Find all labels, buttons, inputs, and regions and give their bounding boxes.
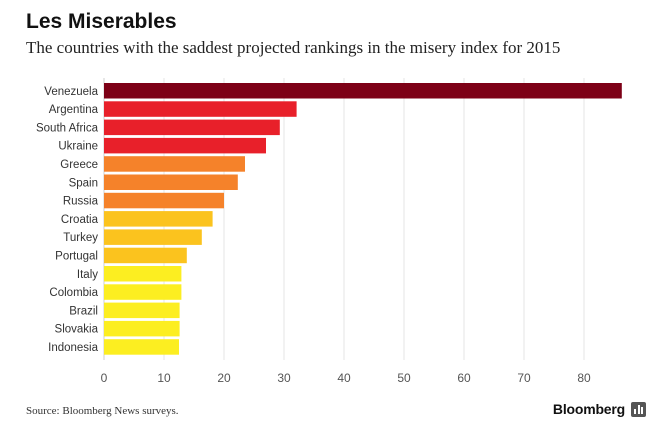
source-note: Source: Bloomberg News surveys. [26, 405, 179, 417]
category-label-indonesia: Indonesia [48, 342, 98, 354]
bar-chart: Venezuela Argentina South Africa Ukraine Gre… [36, 78, 622, 385]
category-label-south-africa: South Africa [36, 122, 99, 134]
bar-indonesia [104, 339, 179, 355]
x-tick-label: 0 [101, 371, 108, 385]
category-label-spain: Spain [69, 177, 98, 189]
category-label-russia: Russia [63, 196, 99, 208]
bar-ukraine [104, 137, 266, 154]
chart-title: Les Miserables [26, 10, 177, 33]
category-labels: Venezuela Argentina South Africa Ukraine Gre… [36, 86, 99, 354]
bar-turkey [104, 229, 202, 245]
category-label-slovakia: Slovakia [55, 324, 99, 336]
category-label-portugal: Portugal [55, 250, 98, 262]
x-tick-label: 30 [277, 371, 291, 385]
x-tick-label: 80 [577, 371, 591, 385]
category-label-ukraine: Ukraine [58, 141, 98, 153]
x-tick-label: 50 [397, 371, 411, 385]
bar-portugal [104, 247, 187, 264]
category-label-italy: Italy [77, 269, 98, 281]
category-label-brazil: Brazil [69, 305, 98, 317]
bar-croatia [104, 211, 213, 227]
x-tick-label: 60 [457, 371, 471, 385]
x-tick-label: 70 [517, 371, 531, 385]
x-tick-label: 40 [337, 371, 351, 385]
category-label-greece: Greece [60, 159, 98, 171]
category-label-venezuela: Venezuela [44, 86, 98, 98]
bar-chart-icon [631, 401, 646, 417]
bar-colombia [104, 284, 182, 300]
bar-greece [104, 156, 245, 172]
bar-brazil [104, 302, 180, 319]
bar-italy [104, 266, 182, 282]
category-label-colombia: Colombia [49, 287, 98, 299]
bar-argentina [104, 101, 297, 117]
bar-spain [104, 174, 238, 190]
x-tick-label: 20 [217, 371, 231, 385]
bar-south-africa [104, 119, 280, 136]
category-label-argentina: Argentina [49, 104, 99, 116]
bar-slovakia [104, 320, 180, 337]
bars [104, 83, 622, 355]
x-axis-ticks: 0 10 20 30 40 50 60 70 80 [101, 371, 591, 385]
brand-name: Bloomberg [552, 401, 625, 417]
category-label-turkey: Turkey [63, 232, 98, 244]
brand-logo: Bloomberg [553, 401, 646, 417]
bar-venezuela [104, 83, 622, 99]
bar-russia [104, 192, 224, 209]
chart-subtitle: The countries with the saddest projected… [26, 38, 561, 57]
x-tick-label: 10 [157, 371, 171, 385]
category-label-croatia: Croatia [61, 214, 99, 226]
